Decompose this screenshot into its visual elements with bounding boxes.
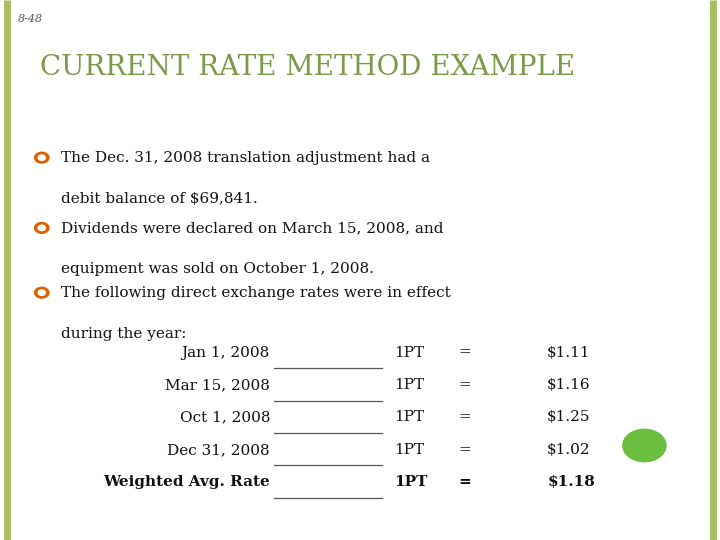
Text: 1PT: 1PT <box>395 410 425 424</box>
Circle shape <box>38 290 45 295</box>
Text: =: = <box>458 443 471 457</box>
Circle shape <box>623 429 666 462</box>
Text: $1.25: $1.25 <box>547 410 590 424</box>
Text: =: = <box>458 475 471 489</box>
Text: =: = <box>458 346 471 360</box>
Text: Mar 15, 2008: Mar 15, 2008 <box>165 378 270 392</box>
Text: CURRENT RATE METHOD EXAMPLE: CURRENT RATE METHOD EXAMPLE <box>40 54 575 81</box>
Text: 1PT: 1PT <box>395 378 425 392</box>
Text: =: = <box>458 378 471 392</box>
Text: =: = <box>458 410 471 424</box>
Text: $1.02: $1.02 <box>547 443 591 457</box>
Text: Weighted Avg. Rate: Weighted Avg. Rate <box>103 475 270 489</box>
Text: debit balance of $69,841.: debit balance of $69,841. <box>61 192 258 206</box>
Text: Jan 1, 2008: Jan 1, 2008 <box>181 346 270 360</box>
Text: Dividends were declared on March 15, 2008, and: Dividends were declared on March 15, 200… <box>61 221 444 235</box>
Text: during the year:: during the year: <box>61 327 186 341</box>
Text: Dec 31, 2008: Dec 31, 2008 <box>167 443 270 457</box>
Circle shape <box>35 222 49 233</box>
Text: $1.18: $1.18 <box>547 475 595 489</box>
Text: 8-48: 8-48 <box>18 14 43 24</box>
Text: 1PT: 1PT <box>395 475 428 489</box>
Text: $1.11: $1.11 <box>547 346 591 360</box>
Circle shape <box>38 225 45 231</box>
Text: The following direct exchange rates were in effect: The following direct exchange rates were… <box>61 286 451 300</box>
Text: equipment was sold on October 1, 2008.: equipment was sold on October 1, 2008. <box>61 262 374 276</box>
Text: 1PT: 1PT <box>395 346 425 360</box>
Text: Oct 1, 2008: Oct 1, 2008 <box>179 410 270 424</box>
Circle shape <box>38 155 45 160</box>
Text: $1.16: $1.16 <box>547 378 591 392</box>
Circle shape <box>35 152 49 163</box>
Text: The Dec. 31, 2008 translation adjustment had a: The Dec. 31, 2008 translation adjustment… <box>61 151 431 165</box>
Circle shape <box>35 287 49 298</box>
Text: 1PT: 1PT <box>395 443 425 457</box>
